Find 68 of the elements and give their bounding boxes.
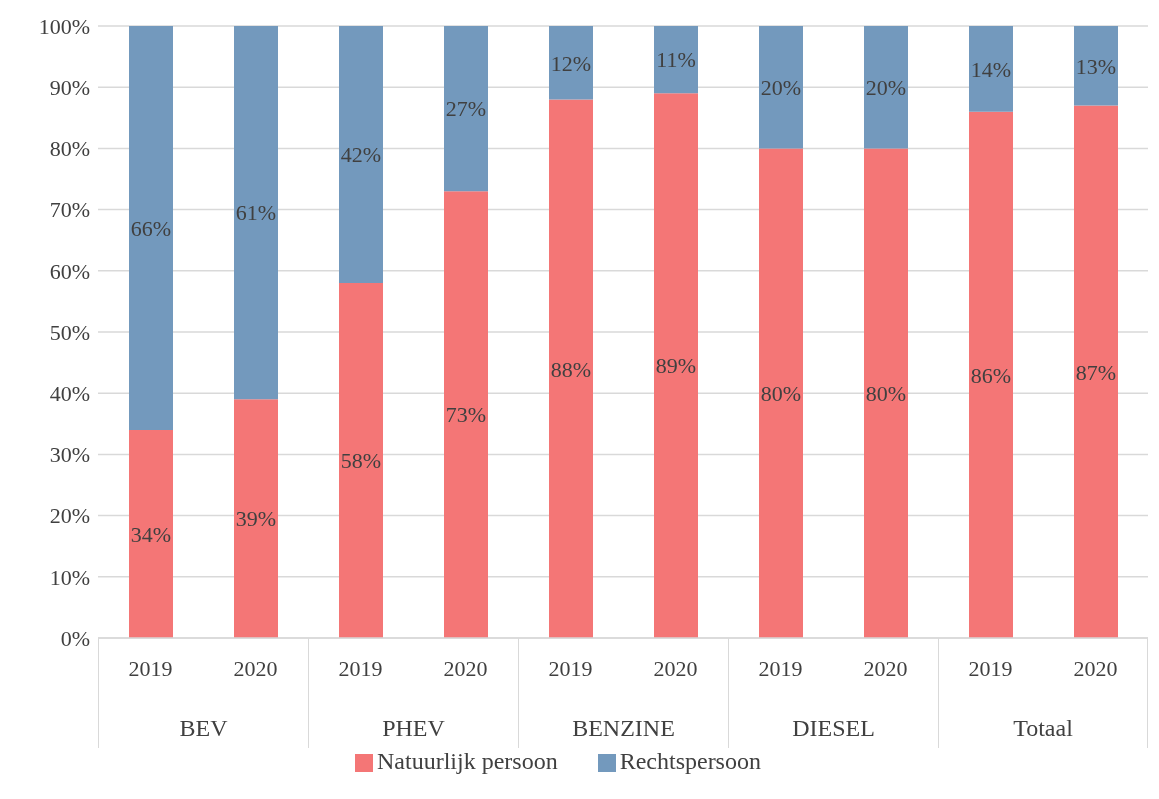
- data-label: 13%: [1075, 53, 1117, 79]
- bar: [969, 26, 1013, 112]
- bar: [654, 26, 698, 94]
- bar: [339, 26, 383, 284]
- data-label: 88%: [550, 356, 592, 382]
- data-label: 14%: [970, 56, 1012, 82]
- data-label: 20%: [760, 75, 802, 101]
- y-tick-label: 30%: [49, 442, 90, 468]
- bar: [129, 26, 173, 430]
- bar: [234, 26, 278, 400]
- x-tick-label: 2019: [758, 655, 803, 681]
- x-tick-label: 2020: [653, 655, 698, 681]
- text: Totaal: [1013, 715, 1073, 742]
- bar: [759, 148, 803, 638]
- data-label: 89%: [655, 353, 697, 379]
- bar: [969, 111, 1013, 638]
- bar: [234, 399, 278, 638]
- legend-label: Natuurlijk persoon: [377, 748, 558, 774]
- data-label: 11%: [656, 47, 696, 73]
- data-label: 61%: [235, 200, 277, 226]
- x-tick-label: 2020: [1073, 655, 1118, 681]
- data-label: 12%: [550, 50, 592, 76]
- x-tick-label: 2019: [338, 655, 383, 681]
- y-tick-label: 10%: [49, 564, 90, 590]
- bar: [1074, 26, 1118, 106]
- bar: [129, 429, 173, 638]
- x-tick-label: 2019: [128, 655, 173, 681]
- bar: [444, 191, 488, 638]
- text: DIESEL: [792, 715, 875, 742]
- bar: [339, 283, 383, 638]
- x-tick-label: 2020: [443, 655, 488, 681]
- x-tick-label: 2019: [968, 655, 1013, 681]
- y-tick-label: 80%: [49, 136, 90, 162]
- bar: [864, 148, 908, 638]
- x-tick-label: 2020: [233, 655, 278, 681]
- data-label: 58%: [340, 448, 382, 474]
- x-tick-label: 2020: [863, 655, 908, 681]
- y-tick-label: 60%: [49, 258, 90, 284]
- data-label: 66%: [130, 215, 172, 241]
- y-tick-label: 70%: [49, 197, 90, 223]
- data-label: 73%: [445, 402, 487, 428]
- data-label: 27%: [445, 96, 487, 122]
- data-label: 20%: [865, 75, 907, 101]
- data-label: 87%: [1075, 359, 1117, 385]
- y-tick-label: 50%: [49, 319, 90, 345]
- data-label: 39%: [235, 506, 277, 532]
- bar: [759, 26, 803, 149]
- data-label: 34%: [130, 521, 172, 547]
- bar: [1074, 105, 1118, 638]
- bar: [444, 26, 488, 192]
- data-label: 80%: [760, 381, 802, 407]
- bar: [549, 99, 593, 638]
- legend-label: Rechtspersoon: [619, 748, 761, 774]
- y-tick-label: 0%: [60, 625, 90, 651]
- text: BENZINE: [572, 715, 675, 742]
- y-tick-label: 40%: [49, 381, 90, 407]
- y-tick-label: 100%: [38, 13, 90, 39]
- data-label: 80%: [865, 381, 907, 407]
- data-label: 86%: [970, 362, 1012, 388]
- bar: [549, 26, 593, 100]
- x-tick-label: 2019: [548, 655, 593, 681]
- text: PHEV: [382, 715, 445, 742]
- data-label: 42%: [340, 142, 382, 168]
- bar: [654, 93, 698, 638]
- text: BEV: [179, 715, 228, 742]
- y-tick-label: 20%: [49, 503, 90, 529]
- bar: [864, 26, 908, 149]
- y-tick-label: 90%: [49, 75, 90, 101]
